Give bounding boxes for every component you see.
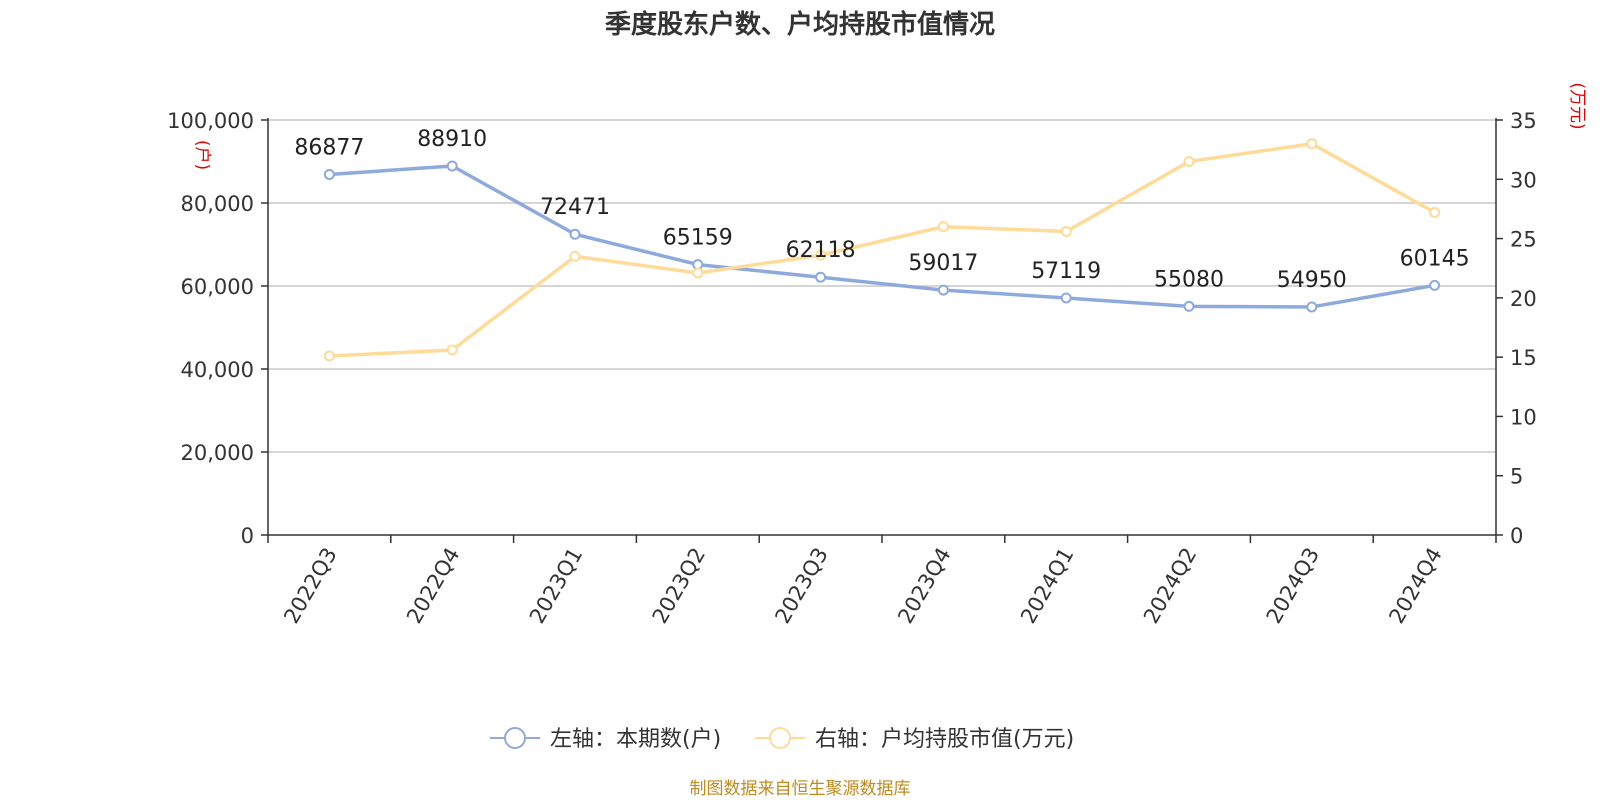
data-point-left[interactable] (1306, 301, 1318, 313)
data-point-right[interactable] (937, 221, 949, 233)
legend[interactable]: 左轴：本期数(户) 右轴：户均持股市值(万元) (490, 727, 1074, 752)
x-tick-label: 2022Q4 (402, 544, 464, 628)
data-point-right[interactable] (569, 250, 581, 262)
right-tick-label: 15 (1510, 346, 1537, 370)
left-tick-label: 40,000 (181, 358, 254, 382)
right-tick-label: 30 (1510, 168, 1537, 192)
data-point-right[interactable] (446, 344, 458, 356)
data-point-right[interactable] (1429, 206, 1441, 218)
right-tick-label: 25 (1510, 228, 1537, 252)
axes (267, 118, 1497, 536)
left-tick-label: 0 (241, 524, 254, 548)
right-tick-label: 35 (1510, 109, 1537, 133)
data-label: 59017 (908, 251, 978, 276)
legend-item-left[interactable]: 左轴：本期数(户) (490, 727, 721, 752)
data-point-left[interactable] (815, 271, 827, 283)
grid-lines (268, 119, 1496, 453)
right-axis-ticks: 0 5 10 15 20 25 30 35 (1496, 109, 1537, 548)
data-point-right[interactable] (323, 350, 335, 362)
data-label: 65159 (663, 226, 733, 251)
legend-item-right[interactable]: 右轴：户均持股市值(万元) (755, 727, 1074, 752)
series-line-right (329, 141, 1436, 358)
data-label: 57119 (1031, 259, 1101, 284)
legend-marker-right (769, 727, 791, 749)
legend-label-right: 右轴：户均持股市值(万元) (815, 727, 1074, 752)
data-label: 60145 (1400, 246, 1470, 271)
left-tick-label: 60,000 (181, 275, 254, 299)
data-point-left[interactable] (1429, 279, 1441, 291)
x-tick-label: 2022Q3 (279, 544, 341, 628)
x-tick-label: 2023Q1 (525, 544, 587, 628)
right-tick-label: 10 (1510, 405, 1537, 429)
x-tick-label: 2023Q3 (770, 544, 832, 628)
right-tick-label: 5 (1510, 465, 1523, 489)
data-point-left[interactable] (937, 284, 949, 296)
data-label: 54950 (1277, 268, 1347, 293)
chart-title: 季度股东户数、户均持股市值情况 (605, 9, 995, 40)
legend-marker-left (504, 727, 526, 749)
left-axis-ticks: 0 20,000 40,000 60,000 80,000 100,000 (167, 109, 268, 548)
x-tick-label: 2024Q3 (1262, 544, 1324, 628)
right-tick-label: 0 (1510, 524, 1523, 548)
data-point-left[interactable] (569, 228, 581, 240)
left-tick-label: 100,000 (167, 109, 254, 133)
x-tick-label: 2023Q2 (648, 544, 710, 628)
x-axis-ticks: 2022Q3 2022Q4 2023Q1 2023Q2 2023Q3 2023Q4 2024… (267, 535, 1497, 628)
data-point-left[interactable] (446, 160, 458, 172)
series-lines (323, 138, 1441, 362)
data-point-right[interactable] (1306, 138, 1318, 150)
data-point-right[interactable] (1183, 156, 1195, 167)
x-tick-label: 2024Q4 (1384, 544, 1446, 628)
data-labels: 86877 88910 72471 65159 62118 59017 57119 55080… (294, 127, 1469, 293)
left-tick-label: 20,000 (181, 441, 254, 465)
data-label: 62118 (786, 238, 856, 263)
x-tick-label: 2023Q4 (893, 544, 955, 628)
data-point-right[interactable] (815, 249, 827, 261)
data-point-left[interactable] (323, 168, 335, 180)
x-tick-label: 2024Q2 (1139, 544, 1201, 628)
source-note: 制图数据来自恒生聚源数据库 (690, 779, 911, 799)
x-tick-label: 2024Q1 (1016, 544, 1078, 628)
left-tick-label: 80,000 (181, 192, 254, 216)
data-point-right[interactable] (692, 267, 704, 279)
data-point-right[interactable] (1060, 225, 1072, 237)
right-tick-label: 20 (1510, 287, 1537, 311)
right-axis-unit: (万元) (1567, 82, 1587, 129)
data-label: 72471 (540, 195, 610, 220)
data-label: 55080 (1154, 267, 1224, 292)
data-point-left[interactable] (1183, 300, 1195, 312)
data-label: 88910 (417, 127, 487, 152)
left-axis-unit: (户) (192, 140, 212, 170)
series-line-left (329, 164, 1435, 309)
data-point-left[interactable] (1060, 292, 1072, 304)
data-label: 86877 (294, 135, 364, 160)
legend-label-left: 左轴：本期数(户) (550, 727, 721, 752)
